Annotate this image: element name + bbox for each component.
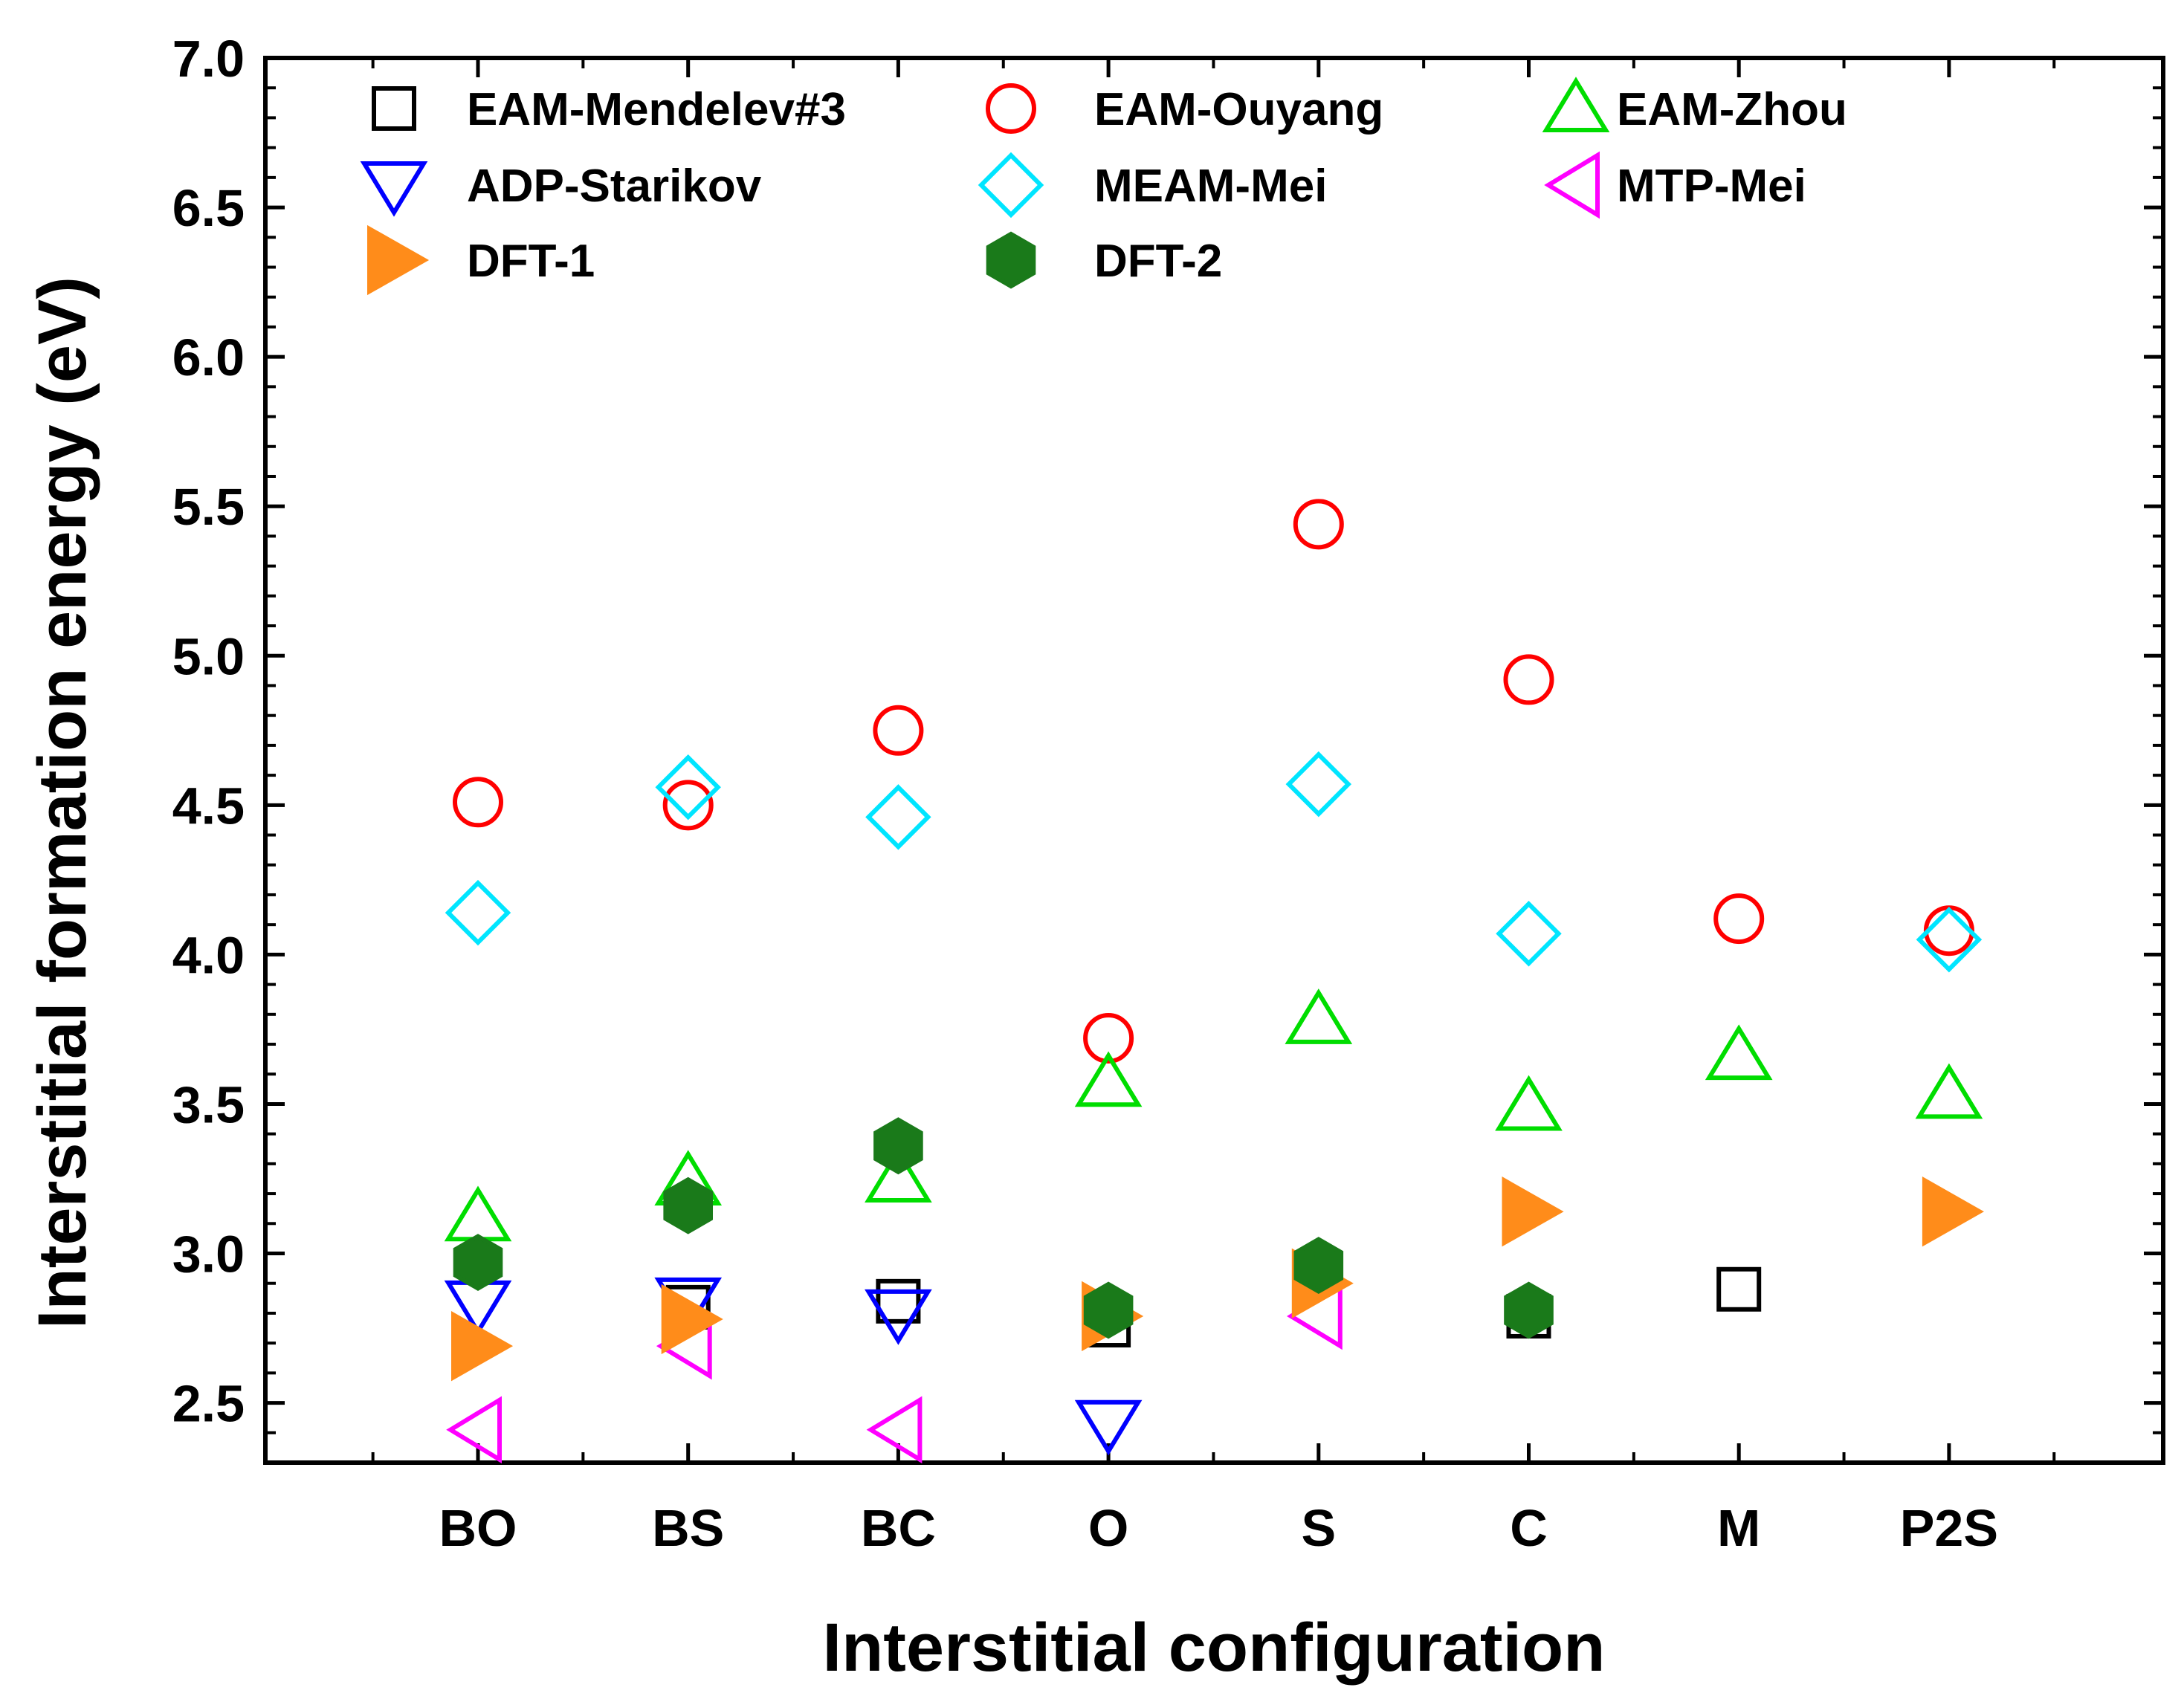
series-mtp-mei: [446, 1282, 1343, 1464]
legend-label: MEAM-Mei: [1094, 161, 1327, 212]
y-tick-label: 4.0: [172, 926, 245, 984]
x-tick-label: BC: [861, 1499, 936, 1557]
data-point: [662, 780, 714, 831]
x-axis-title: Interstitial configuration: [823, 1610, 1606, 1686]
y-tick-label: 6.5: [172, 179, 245, 237]
legend-marker: [360, 161, 428, 217]
data-point: [873, 705, 924, 756]
data-point: [1083, 1012, 1134, 1064]
legend-label: DFT-1: [467, 236, 595, 287]
data-point: [451, 1311, 514, 1382]
y-tick-label: 2.5: [172, 1375, 245, 1433]
axis-ticks: 2.5 3.0 3.5 4.0 4.5 5.0 5.5 6.0 6.5 7.0 BO BS BC O S C M…: [172, 30, 2163, 1557]
legend-item: DFT-1: [367, 224, 595, 296]
y-tick-label: 3.0: [172, 1226, 245, 1284]
plot-area-frame: [263, 56, 2165, 1465]
legend-item: MEAM-Mei: [978, 152, 1327, 219]
series-meam-mei: [445, 751, 1983, 973]
legend-marker: [1544, 151, 1600, 219]
data-point: [446, 1396, 502, 1464]
series-eam-ouyang: [453, 499, 1974, 1064]
legend-item: ADP-Starikov: [360, 161, 762, 217]
legend-label: EAM-Ouyang: [1094, 84, 1383, 135]
data-point: [663, 1176, 714, 1234]
data-point: [1503, 654, 1554, 705]
data-point: [1293, 1237, 1344, 1295]
legend-item: DFT-2: [986, 231, 1222, 289]
data-point: [453, 777, 503, 828]
legend-item: MTP-Mei: [1544, 151, 1806, 219]
data-point: [1923, 905, 1974, 957]
data-point: [1495, 1075, 1563, 1131]
data-point: [1074, 1051, 1143, 1107]
y-tick-label: 5.5: [172, 478, 245, 536]
data-point: [1713, 893, 1765, 945]
legend-marker: [986, 231, 1036, 289]
series-adp-starikov: [444, 1277, 1143, 1456]
data-point: [1074, 1399, 1143, 1456]
legend-label: DFT-2: [1094, 236, 1222, 287]
data-point: [453, 1234, 503, 1292]
data-point: [1293, 499, 1344, 550]
data-point: [865, 1147, 932, 1203]
data-point: [866, 1396, 923, 1464]
data-points: [444, 499, 1984, 1464]
data-point: [1705, 1024, 1773, 1081]
legend-marker: [986, 83, 1036, 134]
data-point: [1496, 900, 1562, 967]
data-point: [865, 784, 931, 850]
x-tick-label: BO: [439, 1499, 517, 1557]
data-point: [865, 1289, 932, 1345]
data-point: [1922, 1176, 1984, 1247]
legend-marker: [978, 152, 1044, 219]
legend-label: ADP-Starikov: [467, 161, 762, 212]
data-point: [445, 879, 511, 946]
legend-label: MTP-Mei: [1617, 161, 1806, 212]
legend-item: EAM-Ouyang: [986, 83, 1383, 135]
y-tick-label: 7.0: [172, 30, 245, 88]
data-point: [1916, 907, 1983, 973]
data-point: [444, 1185, 512, 1242]
data-point: [661, 1284, 723, 1355]
y-axis-title: Interstitial formation energy (eV): [25, 276, 100, 1329]
y-tick-label: 6.0: [172, 328, 245, 386]
data-point: [873, 1117, 923, 1175]
legend: EAM-Mendelev#3 EAM-Ouyang EAM-Zhou ADP-Star…: [360, 77, 1847, 296]
data-point: [1716, 1266, 1762, 1312]
x-tick-label: P2S: [1900, 1499, 1998, 1557]
data-point: [655, 754, 721, 821]
data-point: [1502, 1176, 1564, 1247]
x-tick-label: O: [1088, 1499, 1128, 1557]
data-point: [1285, 751, 1352, 818]
legend-marker: [372, 86, 416, 131]
legend-label: EAM-Zhou: [1617, 84, 1847, 135]
x-tick-label: C: [1510, 1499, 1548, 1557]
data-point: [876, 1278, 921, 1324]
series-dft-2: [453, 1117, 1554, 1339]
y-tick-label: 4.5: [172, 777, 245, 835]
legend-marker: [367, 224, 430, 296]
legend-item: EAM-Zhou: [1542, 77, 1847, 135]
y-tick-label: 5.0: [172, 627, 245, 685]
data-point: [1915, 1063, 1983, 1119]
data-point: [1285, 988, 1353, 1044]
legend-label: EAM-Mendelev#3: [467, 84, 846, 135]
series-eam-mendelev-3: [665, 1266, 1762, 1348]
legend-item: EAM-Mendelev#3: [372, 84, 846, 135]
x-tick-label: BS: [652, 1499, 724, 1557]
x-tick-label: M: [1717, 1499, 1760, 1557]
y-tick-label: 3.5: [172, 1075, 245, 1133]
data-point: [1083, 1281, 1134, 1339]
legend-marker: [1542, 77, 1610, 132]
x-tick-label: S: [1301, 1499, 1336, 1557]
data-point: [1504, 1281, 1554, 1339]
